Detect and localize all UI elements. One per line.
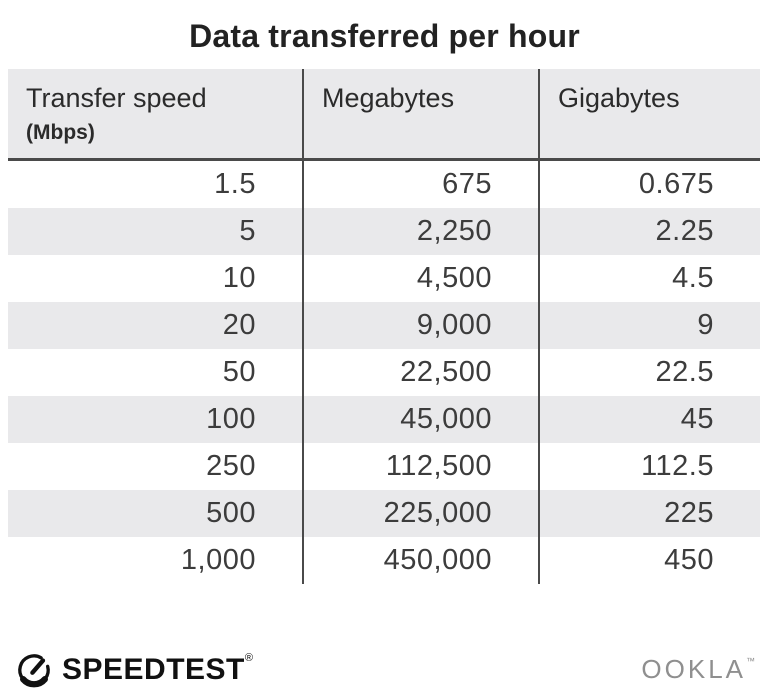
column-header-label: Transfer speed — [26, 83, 207, 113]
registered-trademark-symbol: ® — [244, 651, 254, 664]
cell-transfer-speed: 1.5 — [214, 168, 256, 200]
cell-megabytes: 45,000 — [302, 396, 538, 443]
table-row: 1.5 675 0.675 — [8, 161, 760, 208]
cell-megabytes: 2,250 — [302, 208, 538, 255]
cell-transfer-speed: 1,000 — [180, 544, 256, 576]
column-header-unit: (Mbps) — [26, 120, 95, 144]
cell-gigabytes: 225 — [538, 490, 760, 537]
cell-megabytes: 22,500 — [302, 349, 538, 396]
cell-gigabytes: 4.5 — [538, 255, 760, 302]
cell-gigabytes: 22.5 — [538, 349, 760, 396]
speedtest-wordmark: SPEEDTEST® — [62, 652, 253, 687]
table-body: 1.5 675 0.675 5 2,250 2.25 10 4,500 4.5 20 9,000 9 5… — [8, 161, 760, 584]
cell-transfer-speed: 5 — [239, 215, 256, 247]
ookla-wordmark-text: OOKLA — [641, 653, 746, 684]
cell-transfer-speed: 50 — [222, 356, 256, 388]
table-row: 20 9,000 9 — [8, 302, 760, 349]
speedtest-logo: SPEEDTEST® — [13, 648, 253, 690]
table-row: 500 225,000 225 — [8, 490, 760, 537]
cell-megabytes: 4,500 — [302, 255, 538, 302]
table-row: 1,000 450,000 450 — [8, 537, 760, 584]
cell-transfer-speed: 20 — [222, 309, 256, 341]
speedtest-wordmark-text: SPEEDTEST — [62, 652, 245, 686]
cell-transfer-speed: 10 — [222, 262, 256, 294]
table-row: 5 2,250 2.25 — [8, 208, 760, 255]
cell-gigabytes: 2.25 — [538, 208, 760, 255]
cell-gigabytes: 450 — [538, 537, 760, 584]
cell-gigabytes: 45 — [538, 396, 760, 443]
table-header-row: Transfer speed (Mbps) Megabytes Gigabyte… — [8, 69, 760, 161]
column-header-transfer-speed: Transfer speed (Mbps) — [8, 69, 302, 158]
ookla-wordmark: OOKLA™ — [641, 654, 755, 685]
data-table: Transfer speed (Mbps) Megabytes Gigabyte… — [8, 69, 760, 584]
column-header-gigabytes: Gigabytes — [538, 69, 760, 158]
table-row: 50 22,500 22.5 — [8, 349, 760, 396]
cell-megabytes: 112,500 — [302, 443, 538, 490]
column-header-label: Gigabytes — [558, 83, 680, 113]
cell-megabytes: 450,000 — [302, 537, 538, 584]
cell-megabytes: 225,000 — [302, 490, 538, 537]
cell-gigabytes: 112.5 — [538, 443, 760, 490]
cell-gigabytes: 9 — [538, 302, 760, 349]
table-row: 250 112,500 112.5 — [8, 443, 760, 490]
page-title: Data transferred per hour — [189, 18, 580, 54]
cell-megabytes: 675 — [302, 161, 538, 208]
table-row: 100 45,000 45 — [8, 396, 760, 443]
cell-transfer-speed: 500 — [206, 497, 256, 529]
column-header-label: Megabytes — [322, 83, 455, 113]
cell-megabytes: 9,000 — [302, 302, 538, 349]
cell-transfer-speed: 100 — [206, 403, 256, 435]
footer: SPEEDTEST® OOKLA™ — [0, 648, 769, 690]
table-row: 10 4,500 4.5 — [8, 255, 760, 302]
trademark-symbol: ™ — [746, 655, 755, 666]
cell-gigabytes: 0.675 — [538, 161, 760, 208]
column-header-megabytes: Megabytes — [302, 69, 538, 158]
speedtest-gauge-icon — [18, 654, 50, 688]
cell-transfer-speed: 250 — [206, 450, 256, 482]
